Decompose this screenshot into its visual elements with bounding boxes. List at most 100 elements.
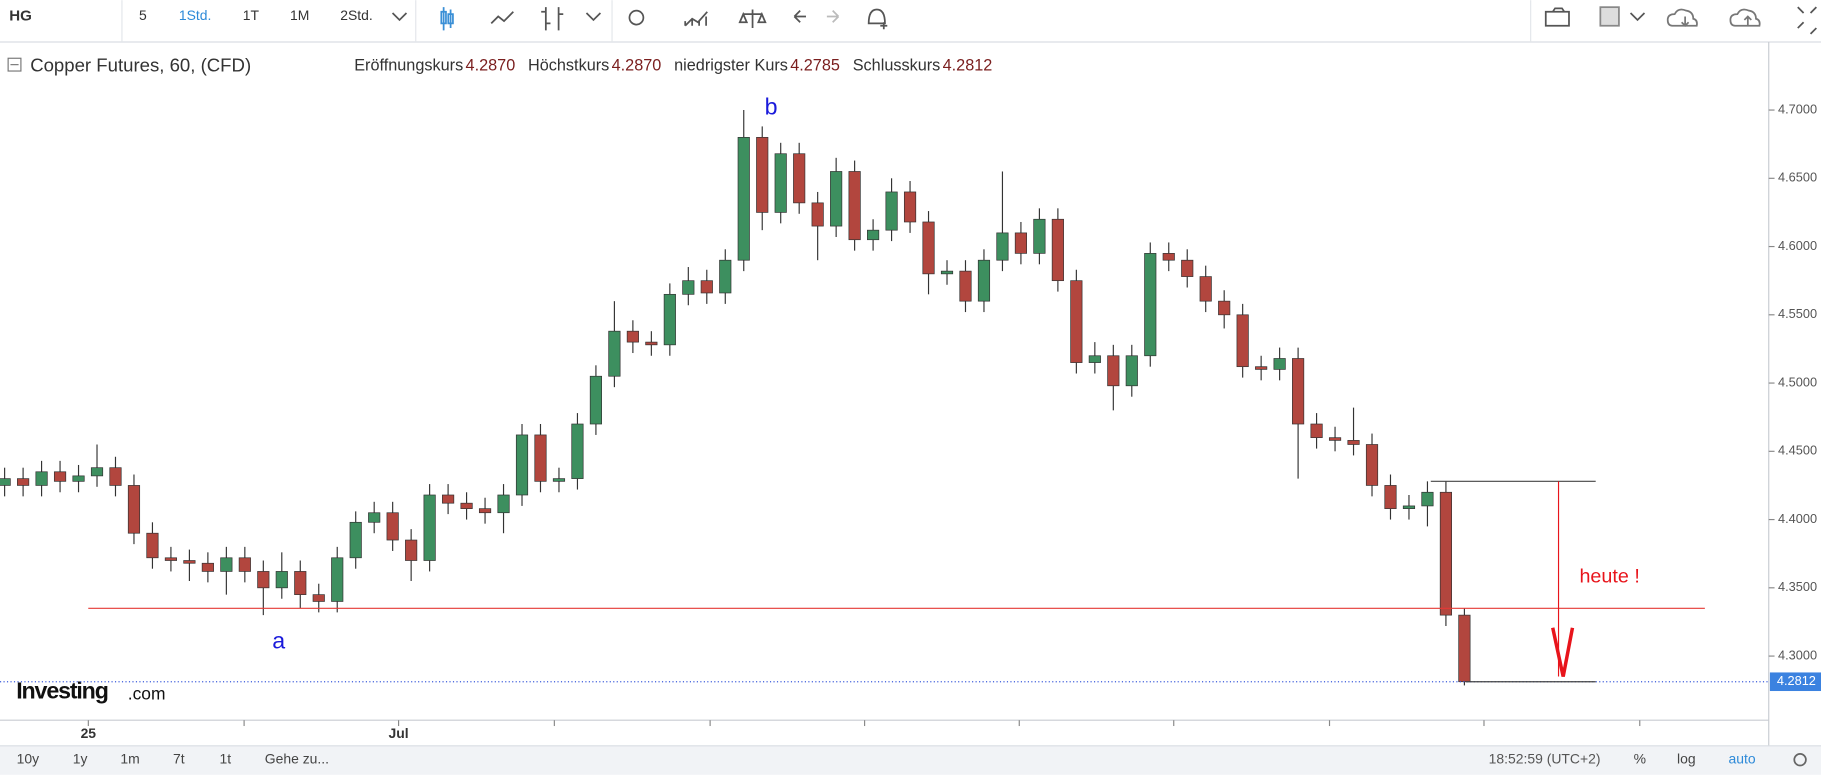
- candle-body: [700, 280, 713, 294]
- candle-body: [17, 478, 30, 486]
- interval-button[interactable]: 5: [139, 7, 147, 23]
- last-price-box: [1769, 672, 1821, 692]
- interval-button[interactable]: 1Std.: [179, 7, 212, 23]
- y-tick-label: 4.4500: [1778, 443, 1817, 458]
- color-dropdown[interactable]: [1629, 12, 1646, 22]
- candle-body: [183, 560, 196, 564]
- candle-body: [386, 512, 399, 541]
- candle-body: [608, 330, 621, 377]
- candle-body: [109, 467, 122, 486]
- load-icon[interactable]: [1666, 8, 1698, 27]
- candle-body: [1328, 437, 1342, 441]
- candle-body: [460, 502, 473, 509]
- range-button[interactable]: 7t: [173, 750, 185, 766]
- candle-body: [1365, 444, 1379, 486]
- interval-button[interactable]: 1T: [243, 7, 260, 23]
- candle-body: [867, 229, 880, 241]
- legend-value: 4.2870: [612, 57, 662, 75]
- candle-body: [53, 471, 67, 482]
- watermark-suffix: .com: [128, 683, 166, 703]
- candle-body: [903, 191, 917, 223]
- x-tick-label: Jul: [389, 725, 409, 741]
- x-tick-label: 25: [81, 725, 97, 741]
- candle-body: [90, 467, 104, 477]
- y-tick-label: 4.5500: [1778, 306, 1817, 321]
- candle-body: [164, 557, 178, 561]
- candle-icon[interactable]: [440, 7, 454, 31]
- legend-label: niedrigster Kurs: [674, 57, 788, 75]
- toolbar-separators: [121, 0, 1532, 42]
- candle-body: [127, 485, 141, 534]
- option-button[interactable]: log: [1677, 750, 1696, 766]
- annotation-label: a: [272, 628, 285, 654]
- candle-body: [1107, 355, 1120, 387]
- candle-body: [146, 532, 159, 559]
- option-button[interactable]: %: [1634, 750, 1646, 766]
- candle-body: [1310, 423, 1323, 439]
- candle-body: [682, 280, 695, 295]
- arrow-head: [1551, 627, 1575, 677]
- settings-icon[interactable]: [628, 9, 645, 26]
- candle-body: [35, 471, 48, 486]
- candle-body: [922, 221, 935, 275]
- interval-dropdown[interactable]: [391, 12, 408, 22]
- range-button[interactable]: 1m: [120, 750, 139, 766]
- candle-body: [1458, 614, 1471, 683]
- line-icon[interactable]: [490, 11, 514, 25]
- legend-label: Eröffnungskurs: [354, 57, 463, 75]
- range-button[interactable]: 1y: [73, 750, 88, 766]
- legend-label: Schlusskurs: [853, 57, 941, 75]
- candle-body: [534, 434, 547, 482]
- footer-settings[interactable]: [1793, 753, 1807, 767]
- candle-body: [515, 434, 529, 496]
- candle-body: [1181, 259, 1194, 277]
- candle-body: [1125, 355, 1138, 387]
- indicator-icon[interactable]: [684, 11, 708, 27]
- candle-body: [811, 202, 824, 227]
- candle-body: [1051, 218, 1064, 282]
- redo-icon[interactable]: [826, 10, 840, 23]
- candle-body: [1162, 253, 1175, 261]
- candle-body: [626, 330, 639, 343]
- candle-body: [552, 478, 566, 482]
- symbol[interactable]: HG: [9, 7, 32, 24]
- alert-icon[interactable]: [867, 8, 888, 30]
- bar-icon[interactable]: [541, 7, 564, 31]
- fullscreen-icon[interactable]: [1797, 6, 1817, 35]
- y-tick-label: 4.6000: [1778, 238, 1817, 253]
- candle-body: [1292, 358, 1305, 425]
- screenshot-icon[interactable]: [1544, 7, 1570, 27]
- candle-body: [1218, 300, 1231, 316]
- interval-button[interactable]: 2Std.: [340, 7, 373, 23]
- compare-icon[interactable]: [738, 9, 767, 29]
- legend-value: 4.2870: [466, 57, 516, 75]
- candle-body: [589, 375, 603, 425]
- legend-fields: Eröffnungskurs 4.2870 Höchstkurs 4.2870 nied…: [354, 57, 992, 75]
- candle-body: [571, 423, 584, 479]
- y-tick-label: 4.6500: [1778, 170, 1817, 185]
- type-dropdown[interactable]: [585, 12, 602, 22]
- candle-body: [1088, 355, 1101, 363]
- candle-body: [368, 512, 381, 523]
- last-price-label: 4.2812: [1777, 673, 1816, 688]
- candle-body: [312, 594, 325, 602]
- y-tick-label: 4.3500: [1778, 579, 1817, 594]
- candle-body: [238, 557, 251, 572]
- candle-body: [1384, 485, 1397, 509]
- range-button[interactable]: 1t: [219, 750, 231, 766]
- candle-body: [1033, 218, 1046, 254]
- option-button[interactable]: auto: [1728, 750, 1755, 766]
- range-button[interactable]: 10y: [17, 750, 39, 766]
- undo-icon[interactable]: [793, 10, 806, 23]
- candle-body: [1421, 491, 1434, 507]
- save-icon[interactable]: [1729, 8, 1761, 27]
- color-icon[interactable]: [1599, 6, 1620, 27]
- candle-body: [996, 232, 1009, 261]
- goto-button[interactable]: Gehe zu...: [265, 750, 329, 766]
- candle-body: [977, 259, 991, 302]
- toolbar-icons: [391, 6, 1817, 35]
- candle-body: [830, 171, 843, 227]
- candle-body: [442, 494, 455, 504]
- interval-button[interactable]: 1M: [290, 7, 309, 23]
